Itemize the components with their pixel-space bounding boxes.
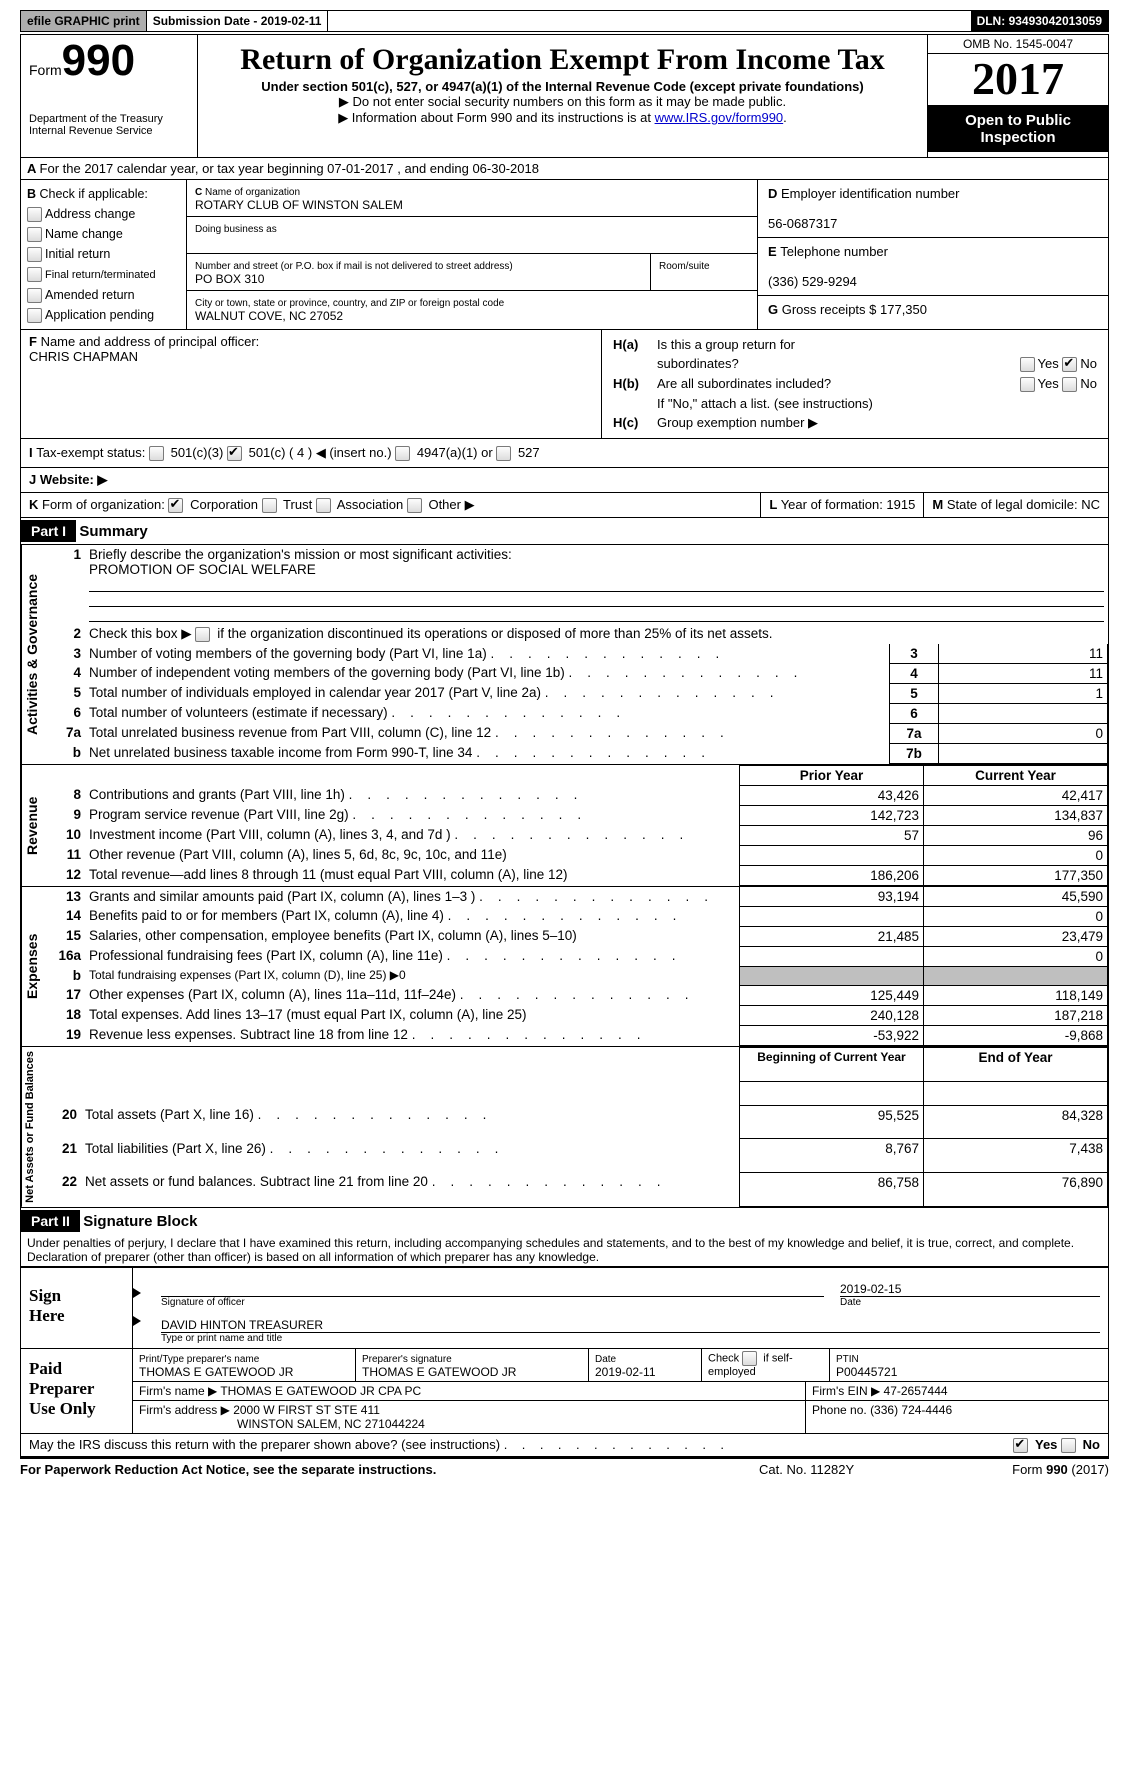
netassets-label: Net Assets or Fund Balances <box>21 1047 38 1207</box>
footer: For Paperwork Reduction Act Notice, see … <box>20 1457 1109 1480</box>
part-ii-header: Part II Signature Block Under penalties … <box>20 1208 1109 1267</box>
revenue-label: Revenue <box>21 765 42 886</box>
revenue-table: Prior YearCurrent Year 8Contributions an… <box>42 765 1108 886</box>
checkbox[interactable] <box>27 207 42 222</box>
checkbox[interactable] <box>27 267 42 282</box>
arrow-icon <box>133 1288 141 1298</box>
sign-here: SignHere 2019-02-15 Signature of officer… <box>20 1267 1109 1349</box>
expenses-label: Expenses <box>21 887 42 1046</box>
governance-label: Activities & Governance <box>21 545 42 764</box>
dept-treasury: Department of the Treasury <box>29 113 189 125</box>
section-g: G Gross receipts $ 177,350 <box>758 296 1108 323</box>
section-k: K Form of organization: Corporation Trus… <box>20 493 1109 518</box>
form-subtitle: Under section 501(c), 527, or 4947(a)(1)… <box>208 79 917 94</box>
checkbox[interactable] <box>27 308 42 323</box>
irs-link[interactable]: www.IRS.gov/form990 <box>655 110 784 125</box>
section-h: H(a)Is this a group return for subordina… <box>602 330 1108 438</box>
expenses-table: 13Grants and similar amounts paid (Part … <box>42 887 1108 1046</box>
governance-table: 1Briefly describe the organization's mis… <box>42 545 1108 764</box>
form-title: Return of Organization Exempt From Incom… <box>208 43 917 77</box>
section-d: D Employer identification number56-06873… <box>758 180 1108 238</box>
checkbox[interactable] <box>27 247 42 262</box>
efile-badge: efile GRAPHIC print <box>21 11 146 31</box>
submission-date: Submission Date - 2019-02-11 <box>146 11 329 31</box>
section-c: C Name of organizationROTARY CLUB OF WIN… <box>187 180 757 329</box>
section-j: J Website: ▶ <box>20 468 1109 493</box>
form-header: Form990 Department of the Treasury Inter… <box>20 34 1109 158</box>
dln: DLN: 93493042013059 <box>971 11 1108 31</box>
checkbox[interactable] <box>27 288 42 303</box>
section-b: B Check if applicable: Address change Na… <box>21 180 187 329</box>
checkbox[interactable] <box>27 227 42 242</box>
discuss-row: May the IRS discuss this return with the… <box>20 1434 1109 1457</box>
org-name: ROTARY CLUB OF WINSTON SALEM <box>195 198 403 212</box>
street: PO BOX 310 <box>195 272 264 286</box>
ssn-warning: ▶ Do not enter social security numbers o… <box>208 94 917 110</box>
tax-year: 2017 <box>928 54 1108 106</box>
section-i: I Tax-exempt status: 501(c)(3) 501(c) ( … <box>20 439 1109 468</box>
section-f: F Name and address of principal officer:… <box>21 330 602 438</box>
topbar: efile GRAPHIC print Submission Date - 20… <box>20 10 1109 32</box>
section-a: A For the 2017 calendar year, or tax yea… <box>20 158 1109 180</box>
city: WALNUT COVE, NC 27052 <box>195 309 343 323</box>
irs: Internal Revenue Service <box>29 125 189 137</box>
part-i-header: Part I Summary <box>20 518 1109 545</box>
form-number: Form990 <box>29 39 189 83</box>
omb-number: OMB No. 1545-0047 <box>928 35 1108 54</box>
arrow-icon <box>133 1316 141 1326</box>
open-to-public: Open to PublicInspection <box>928 106 1108 152</box>
paid-preparer: PaidPreparerUse Only Print/Type preparer… <box>20 1349 1109 1434</box>
info-link-line: ▶ Information about Form 990 and its ins… <box>208 110 917 126</box>
section-e: E Telephone number(336) 529-9294 <box>758 238 1108 296</box>
netassets-table: Beginning of Current YearEnd of Year 20T… <box>38 1047 1108 1207</box>
